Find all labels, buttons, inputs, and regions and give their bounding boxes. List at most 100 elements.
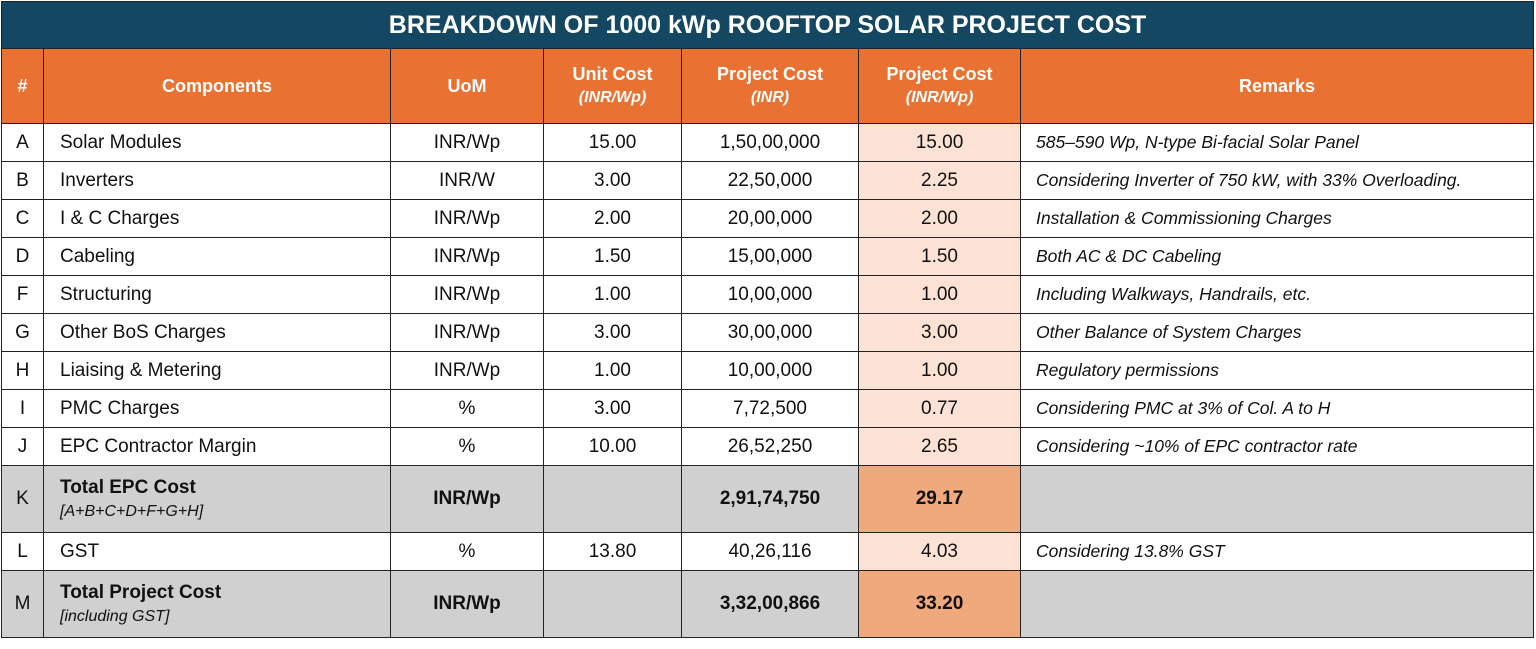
cell-component: GST <box>43 532 391 571</box>
table-row: A Solar Modules INR/Wp 15.00 1,50,00,000 15.0… <box>1 123 1535 162</box>
header-remarks: Remarks <box>1019 48 1535 124</box>
cell-id: J <box>1 427 44 466</box>
cell-project-cost: 1,50,00,000 <box>681 123 859 162</box>
cell-uom: INR/Wp <box>390 199 544 238</box>
table-row: I PMC Charges% 3.00 7,72,500 0.77 Considering… <box>1 389 1535 428</box>
header-num: # <box>1 48 44 124</box>
cell-id: K <box>1 465 44 533</box>
total-row: M Total Project Cost [including GST] INR/Wp… <box>1 570 1535 638</box>
cell-project-cost-wp: 3.00 <box>858 313 1021 352</box>
cell-remarks: Considering ~10% of EPC contractor rate <box>1019 427 1535 466</box>
cell-unit-cost: 10.00 <box>543 427 682 466</box>
cell-component: Inverters <box>43 161 391 200</box>
cell-unit-cost: 1.00 <box>543 351 682 390</box>
cell-project-cost-wp: 4.03 <box>858 532 1021 571</box>
cell-project-cost-wp: 1.00 <box>858 351 1021 390</box>
cell-remarks: Considering 13.8% GST <box>1019 532 1535 571</box>
cell-unit-cost: 2.00 <box>543 199 682 238</box>
cell-project-cost-wp: 2.00 <box>858 199 1021 238</box>
cell-component: Other BoS Charges <box>43 313 391 352</box>
cell-project-cost: 20,00,000 <box>681 199 859 238</box>
cell-uom: INR/Wp <box>390 123 544 162</box>
cell-id: H <box>1 351 44 390</box>
cell-remarks: Considering Inverter of 750 kW, with 33%… <box>1019 161 1535 200</box>
table-row: F Structuring INR/Wp 1.00 10,00,000 1.00 Inclu… <box>1 275 1535 314</box>
cell-component: Liaising & Metering <box>43 351 391 390</box>
cell-id: A <box>1 123 44 162</box>
cell-uom: INR/Wp <box>390 275 544 314</box>
cell-id: G <box>1 313 44 352</box>
cell-uom: INR/Wp <box>390 570 544 638</box>
cell-id: D <box>1 237 44 276</box>
cell-component: I & C Charges <box>43 199 391 238</box>
table-row: B Inverters INR/W 3.00 22,50,000 2.25 Consider… <box>1 161 1535 200</box>
header-unit-cost-label: Unit Cost <box>572 64 653 84</box>
cell-project-cost: 3,32,00,866 <box>681 570 859 638</box>
cell-component: EPC Contractor Margin <box>43 427 391 466</box>
header-unit-cost-unit: (INR/Wp) <box>578 89 647 106</box>
table-title: BREAKDOWN OF 1000 kWp ROOFTOP SOLAR PROJ… <box>0 1 1535 49</box>
cell-id: C <box>1 199 44 238</box>
header-unit-cost: Unit Cost (INR/Wp) <box>543 48 682 124</box>
table-body: A Solar Modules INR/Wp 15.00 1,50,00,000 15.0… <box>1 123 1535 638</box>
header-project-cost-wp-label: Project Cost <box>886 64 993 84</box>
cell-project-cost: 22,50,000 <box>681 161 859 200</box>
cell-uom: INR/W <box>390 161 544 200</box>
cell-unit-cost: 3.00 <box>543 161 682 200</box>
cell-project-cost: 2,91,74,750 <box>681 465 859 533</box>
cell-uom: INR/Wp <box>390 237 544 276</box>
cell-project-cost: 15,00,000 <box>681 237 859 276</box>
cell-id: B <box>1 161 44 200</box>
header-project-cost-wp: Project Cost (INR/Wp) <box>858 48 1021 124</box>
cell-project-cost: 30,00,000 <box>681 313 859 352</box>
cell-remarks <box>1019 570 1535 638</box>
cell-component: Total EPC Cost [A+B+C+D+F+G+H] <box>43 465 391 533</box>
cell-unit-cost: 1.50 <box>543 237 682 276</box>
cell-project-cost: 40,26,116 <box>681 532 859 571</box>
cell-project-cost-wp: 29.17 <box>858 465 1021 533</box>
header-project-cost-wp-unit: (INR/Wp) <box>905 89 974 106</box>
cell-id: I <box>1 389 44 428</box>
cell-project-cost-wp: 2.65 <box>858 427 1021 466</box>
component-note: [A+B+C+D+F+G+H] <box>60 503 204 520</box>
cell-uom: INR/Wp <box>390 351 544 390</box>
cell-project-cost: 26,52,250 <box>681 427 859 466</box>
cell-uom: INR/Wp <box>390 465 544 533</box>
cell-uom: % <box>390 532 544 571</box>
cell-project-cost-wp: 33.20 <box>858 570 1021 638</box>
table-row: J EPC Contractor Margin% 10.00 26,52,250 2.6… <box>1 427 1535 466</box>
header-project-cost-unit: (INR) <box>750 89 790 106</box>
cell-id: M <box>1 570 44 638</box>
cell-project-cost-wp: 1.00 <box>858 275 1021 314</box>
cell-component: Structuring <box>43 275 391 314</box>
cell-uom: INR/Wp <box>390 313 544 352</box>
header-row: # Components UoM Unit Cost (INR/Wp) Proje… <box>1 48 1535 124</box>
cell-project-cost: 10,00,000 <box>681 275 859 314</box>
cell-project-cost: 10,00,000 <box>681 351 859 390</box>
cell-unit-cost: 3.00 <box>543 313 682 352</box>
table-row: L GST% 13.80 40,26,116 4.03 Considering 13.8%… <box>1 532 1535 571</box>
table-row: H Liaising & Metering INR/Wp 1.00 10,00,000 1… <box>1 351 1535 390</box>
cell-project-cost-wp: 2.25 <box>858 161 1021 200</box>
cell-unit-cost: 1.00 <box>543 275 682 314</box>
header-uom: UoM <box>390 48 544 124</box>
header-project-cost: Project Cost (INR) <box>681 48 859 124</box>
cell-remarks <box>1019 465 1535 533</box>
cell-uom: % <box>390 389 544 428</box>
cell-unit-cost <box>543 570 682 638</box>
cell-component: Solar Modules <box>43 123 391 162</box>
cell-unit-cost <box>543 465 682 533</box>
cell-remarks: Installation & Commissioning Charges <box>1019 199 1535 238</box>
cell-id: L <box>1 532 44 571</box>
cell-unit-cost: 3.00 <box>543 389 682 428</box>
component-note: [including GST] <box>60 608 170 625</box>
cell-unit-cost: 15.00 <box>543 123 682 162</box>
cell-project-cost-wp: 0.77 <box>858 389 1021 428</box>
cell-remarks: 585–590 Wp, N-type Bi-facial Solar Panel <box>1019 123 1535 162</box>
cell-component: Cabeling <box>43 237 391 276</box>
header-project-cost-label: Project Cost <box>716 64 824 84</box>
cell-remarks: Other Balance of System Charges <box>1019 313 1535 352</box>
